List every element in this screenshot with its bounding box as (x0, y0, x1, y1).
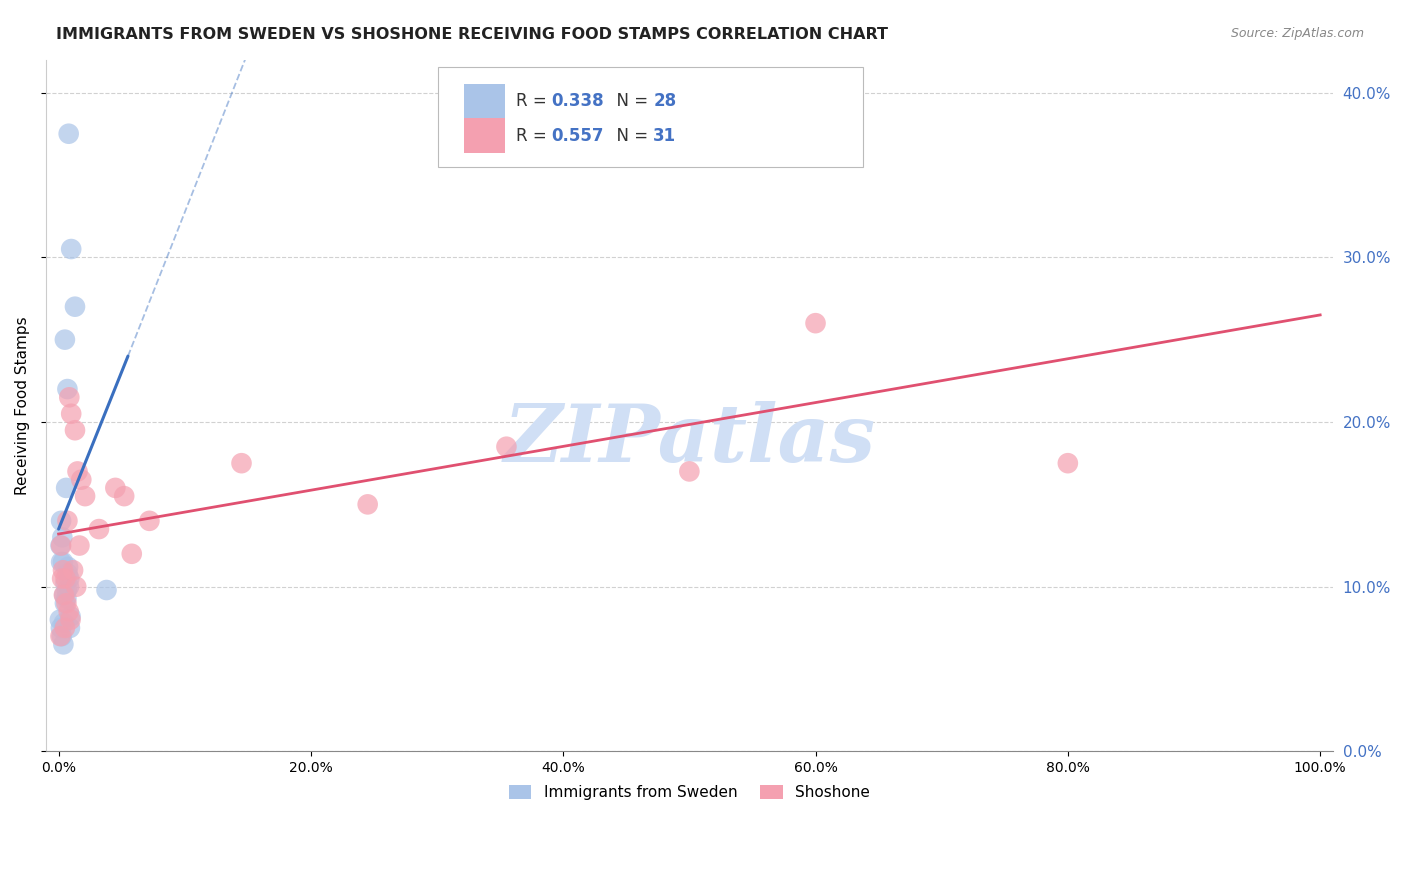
Point (138, 514, 160, 528)
Point (55, 596, 77, 610)
Text: 0.338: 0.338 (551, 92, 605, 110)
Point (62, 563, 84, 577)
Point (112, 489, 135, 503)
Point (65, 580, 87, 594)
Point (58, 572, 80, 586)
Point (58, 127, 80, 141)
Legend: Immigrants from Sweden, Shoshone: Immigrants from Sweden, Shoshone (502, 779, 876, 806)
Point (49, 613, 72, 627)
Point (49, 629, 72, 643)
Point (58, 390, 80, 404)
Y-axis label: Receiving Food Stamps: Receiving Food Stamps (15, 317, 30, 495)
Point (53, 621, 76, 635)
Point (87, 522, 110, 536)
Point (55, 576, 77, 591)
Point (231, 456, 253, 470)
Point (70, 473, 93, 487)
FancyBboxPatch shape (439, 67, 863, 167)
Point (678, 465, 700, 479)
Point (67, 539, 90, 553)
Point (66, 465, 89, 479)
Text: 0.557: 0.557 (551, 127, 605, 145)
Point (60, 242, 83, 256)
Point (55, 591, 77, 606)
Point (1056, 456, 1078, 470)
Point (53, 588, 76, 602)
Point (495, 440, 517, 454)
Point (52, 563, 75, 577)
Point (75, 489, 97, 503)
Text: R =: R = (516, 127, 551, 145)
FancyBboxPatch shape (464, 84, 505, 119)
Point (51, 629, 73, 643)
Point (49, 555, 72, 569)
Point (104, 481, 127, 495)
Text: ZIPatlas: ZIPatlas (503, 401, 876, 479)
Point (58, 580, 80, 594)
Point (56, 514, 79, 528)
Point (52, 555, 75, 569)
Text: N =: N = (606, 92, 654, 110)
Point (58, 604, 80, 618)
Point (49, 514, 72, 528)
Point (96, 582, 118, 597)
Point (56, 566, 79, 581)
Point (357, 497, 380, 511)
Text: N =: N = (606, 127, 654, 145)
Point (121, 547, 143, 561)
Point (49, 539, 72, 553)
Point (52, 588, 75, 602)
Text: R =: R = (516, 92, 551, 110)
Point (53, 596, 76, 610)
Text: 28: 28 (654, 92, 676, 110)
Point (56, 382, 79, 396)
Point (59, 613, 82, 627)
Point (55, 481, 77, 495)
Point (60, 407, 83, 421)
Point (59, 621, 82, 635)
Point (63, 423, 86, 437)
Point (56, 582, 79, 597)
Point (804, 316, 827, 330)
Point (52, 637, 75, 651)
Point (52, 615, 75, 630)
Point (51, 530, 73, 544)
Point (51, 572, 73, 586)
Point (55, 572, 77, 586)
Point (59, 609, 82, 624)
Text: 31: 31 (654, 127, 676, 145)
Text: IMMIGRANTS FROM SWEDEN VS SHOSHONE RECEIVING FOOD STAMPS CORRELATION CHART: IMMIGRANTS FROM SWEDEN VS SHOSHONE RECEI… (56, 27, 889, 42)
FancyBboxPatch shape (464, 119, 505, 153)
Point (49, 621, 72, 635)
Point (53, 333, 76, 347)
Point (49, 539, 72, 553)
Text: Source: ZipAtlas.com: Source: ZipAtlas.com (1230, 27, 1364, 40)
Point (63, 300, 86, 314)
Point (56, 560, 79, 574)
